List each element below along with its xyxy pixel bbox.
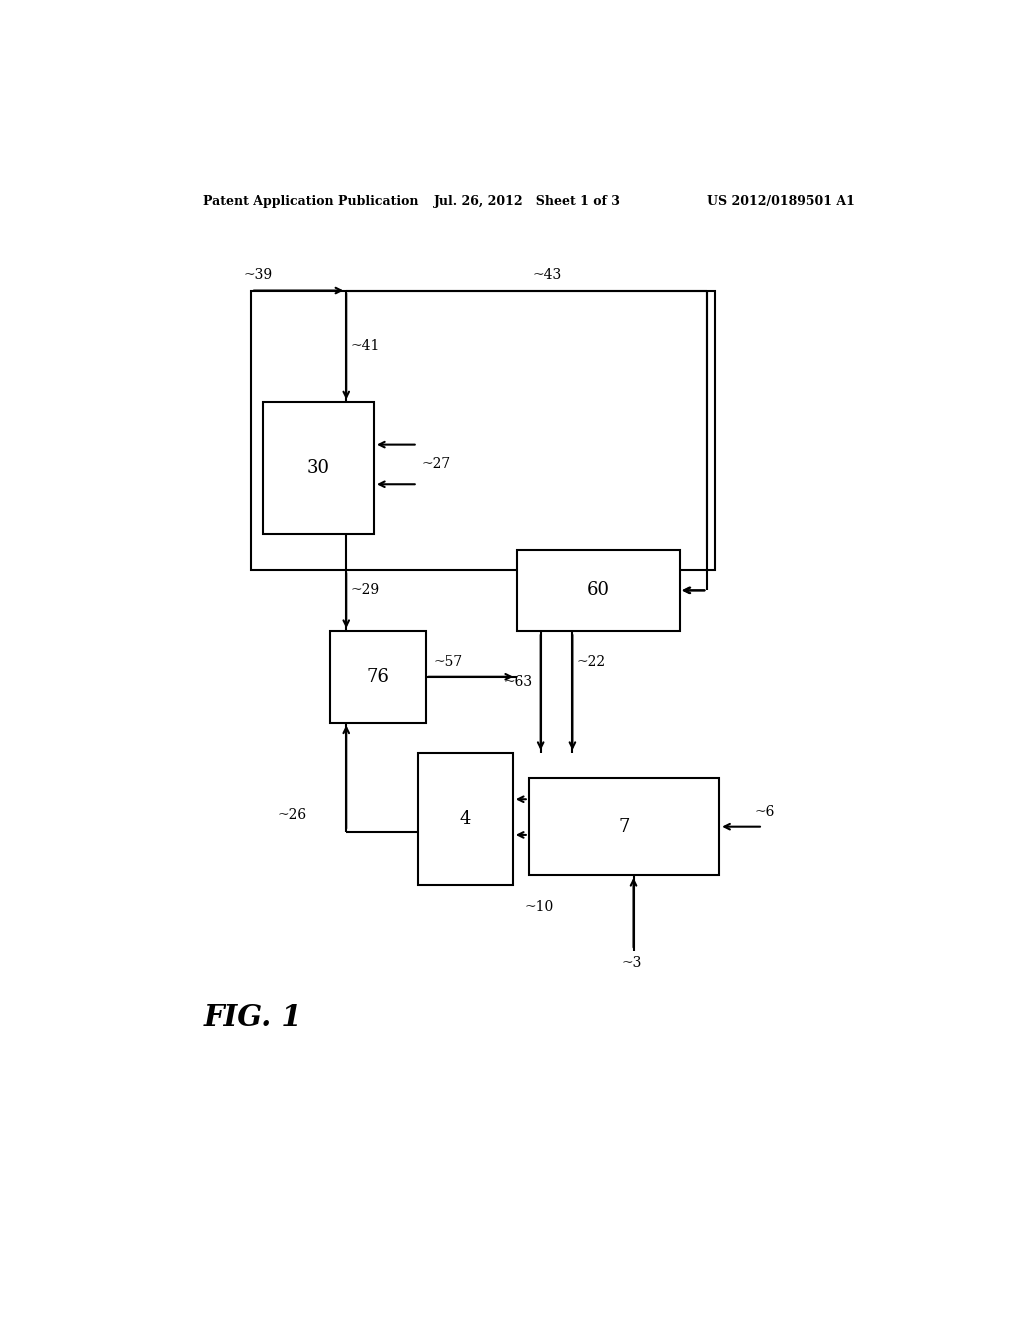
Text: ~57: ~57 <box>433 655 463 669</box>
Text: ~29: ~29 <box>350 583 379 598</box>
Text: 30: 30 <box>307 459 330 478</box>
Text: Jul. 26, 2012   Sheet 1 of 3: Jul. 26, 2012 Sheet 1 of 3 <box>433 194 621 207</box>
Text: ~63: ~63 <box>504 675 532 689</box>
Text: ~22: ~22 <box>577 655 605 668</box>
Text: ~26: ~26 <box>278 808 306 822</box>
Text: Patent Application Publication: Patent Application Publication <box>204 194 419 207</box>
Text: ~27: ~27 <box>422 458 451 471</box>
Text: 7: 7 <box>618 817 630 836</box>
FancyBboxPatch shape <box>263 403 374 535</box>
Text: FIG. 1: FIG. 1 <box>204 1003 302 1032</box>
FancyBboxPatch shape <box>517 549 680 631</box>
Text: ~3: ~3 <box>622 956 642 970</box>
FancyBboxPatch shape <box>418 752 513 886</box>
Text: ~39: ~39 <box>243 268 272 282</box>
Text: ~43: ~43 <box>532 268 562 282</box>
Text: ~6: ~6 <box>755 805 775 818</box>
Text: US 2012/0189501 A1: US 2012/0189501 A1 <box>708 194 855 207</box>
FancyBboxPatch shape <box>331 631 426 722</box>
Text: 60: 60 <box>587 581 609 599</box>
FancyBboxPatch shape <box>528 779 719 875</box>
Text: ~41: ~41 <box>350 339 380 354</box>
Text: 4: 4 <box>460 810 471 828</box>
FancyBboxPatch shape <box>251 290 715 570</box>
Text: 76: 76 <box>367 668 389 686</box>
Text: ~10: ~10 <box>524 900 554 915</box>
